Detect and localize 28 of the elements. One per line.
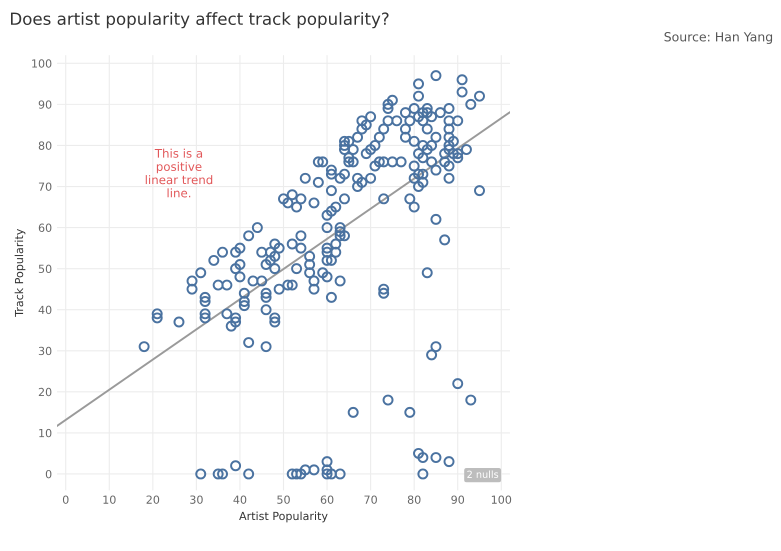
y-tick-label: 10 xyxy=(39,428,52,438)
y-tick-label: 80 xyxy=(38,141,52,150)
y-tick-label: 20 xyxy=(38,388,52,396)
y-tick-label: 0 xyxy=(46,470,52,478)
y-tick-label: 90 xyxy=(38,100,52,109)
x-tick-label: 50 xyxy=(277,495,290,504)
x-tick-label: 100 xyxy=(492,495,512,504)
x-axis-title: Artist Popularity xyxy=(239,512,328,522)
y-tick-label: 50 xyxy=(38,264,52,274)
x-tick-label: 80 xyxy=(408,495,420,504)
chart-title: Does artist popularity affect track popularity? xyxy=(11,12,389,28)
y-tick-label: 70 xyxy=(38,182,52,191)
annotation: This is a positive linear trend line. xyxy=(146,148,212,198)
x-tick-label: 70 xyxy=(364,495,377,504)
y-tick-label: 100 xyxy=(32,59,52,68)
annotation: 2 nulls xyxy=(467,470,498,478)
y-tick-label: 60 xyxy=(38,224,52,232)
x-tick-label: 20 xyxy=(146,495,160,504)
x-tick-label: 30 xyxy=(190,495,203,504)
x-tick-label: 90 xyxy=(451,495,464,504)
x-tick-label: 60 xyxy=(320,495,334,504)
x-tick-label: 10 xyxy=(103,495,116,504)
x-tick-label: 0 xyxy=(62,495,69,504)
y-tick-label: 40 xyxy=(38,306,52,314)
source-note: Source: Han Yang xyxy=(664,32,772,44)
x-tick-label: 40 xyxy=(233,495,246,504)
y-axis-title: Track Popularity xyxy=(14,228,26,317)
y-tick-label: 30 xyxy=(38,346,52,356)
